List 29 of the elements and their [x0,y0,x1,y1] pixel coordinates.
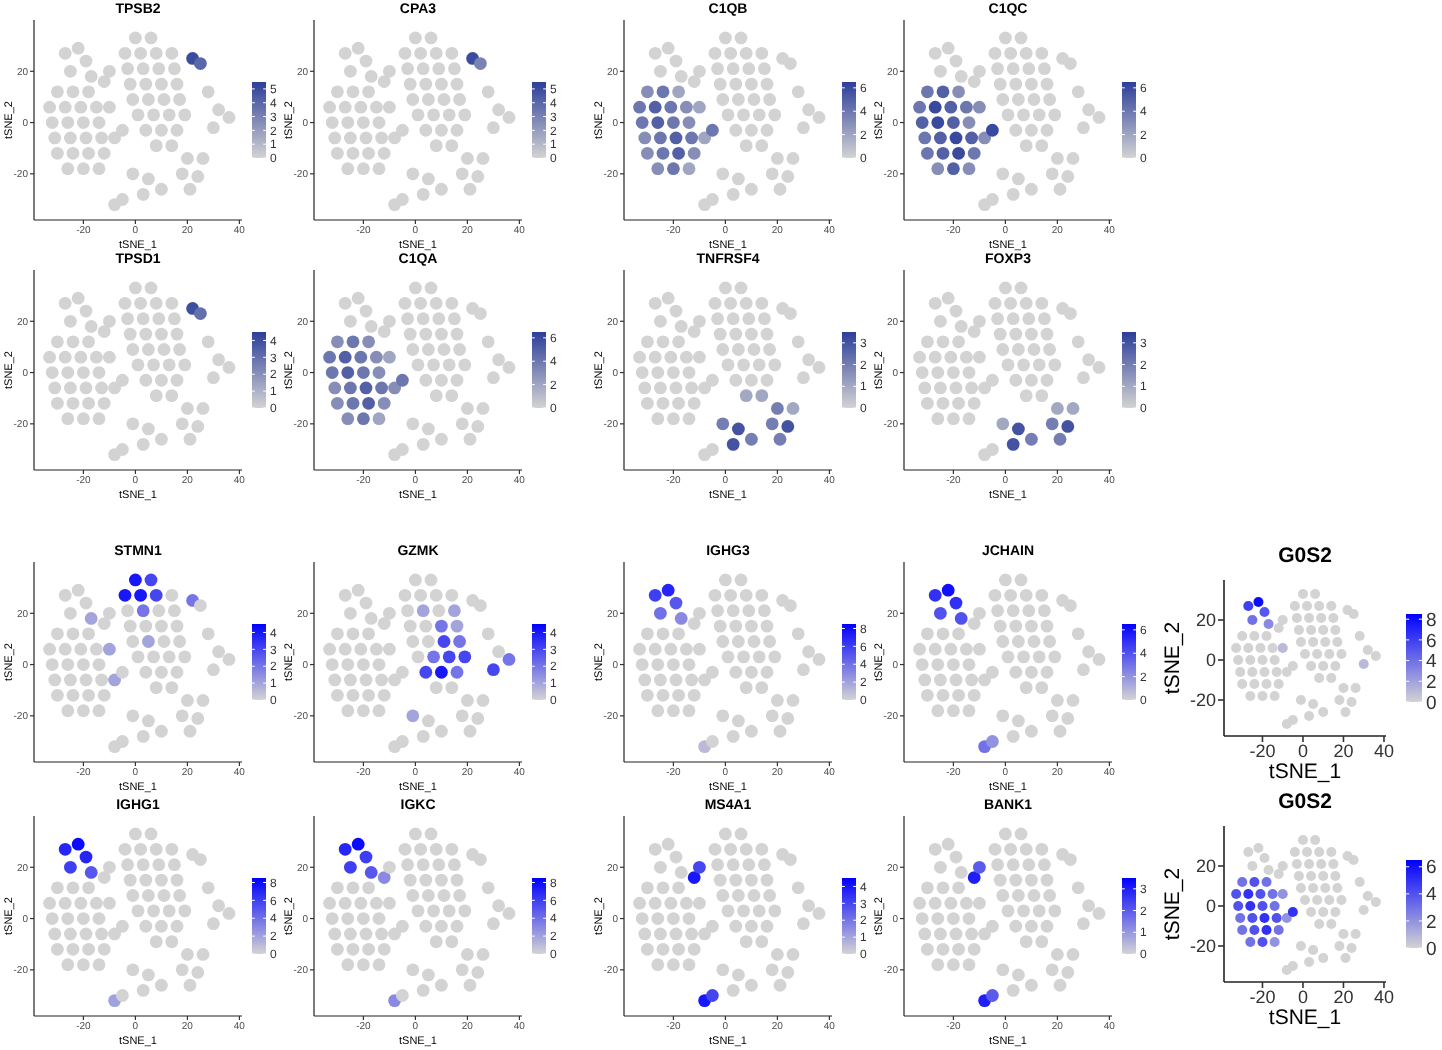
color-bar-label: 8 [1426,609,1437,632]
color-bar-label: 6 [1426,630,1437,653]
color-bar-label: 0 [1426,692,1437,715]
chart-title: G0S2 [1278,790,1333,814]
x-tick-label: 20 [1333,986,1354,1007]
y-tick-label: -20 [1189,936,1216,957]
color-bar-label: 2 [1426,911,1437,934]
x-tick-label: 40 [1373,986,1394,1007]
y-axis-title: tSNE_2 [1161,867,1186,941]
x-tick-label: 20 [1333,740,1354,761]
y-tick-label: 0 [1205,896,1216,917]
x-tick-label: -20 [1249,740,1276,761]
x-axis-title: tSNE_1 [1268,760,1342,784]
color-bar-label: 4 [1426,651,1437,674]
x-tick-label: 0 [1297,740,1308,761]
x-tick-label: -20 [1249,986,1276,1007]
y-axis-title: tSNE_2 [1161,621,1186,695]
color-bar-label: 2 [1426,671,1437,694]
y-tick-label: 0 [1205,650,1216,671]
color-bar-label: 4 [1426,884,1437,907]
x-axis-title: tSNE_1 [1268,1006,1342,1030]
color-bar-label: 6 [1426,857,1437,880]
y-tick-label: -20 [1189,690,1216,711]
y-tick-label: 20 [1195,610,1216,631]
x-tick-label: 0 [1297,986,1308,1007]
chart-title: G0S2 [1278,544,1333,568]
color-bar-label: 0 [1426,938,1437,961]
x-tick-label: 40 [1373,740,1394,761]
y-tick-label: 20 [1195,856,1216,877]
